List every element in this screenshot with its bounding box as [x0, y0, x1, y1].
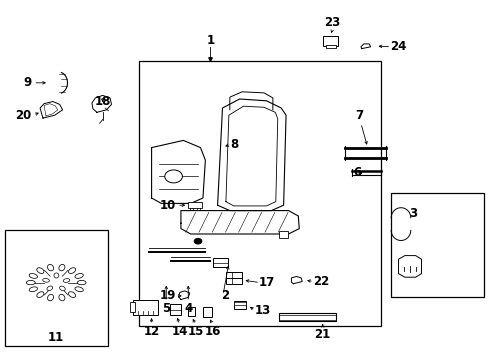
Bar: [133, 300, 158, 315]
Bar: [5, 230, 107, 346]
Text: 13: 13: [254, 304, 270, 317]
Ellipse shape: [29, 274, 38, 278]
Text: 11: 11: [48, 331, 64, 344]
Ellipse shape: [59, 294, 65, 301]
Ellipse shape: [68, 292, 76, 297]
Text: 21: 21: [314, 328, 330, 341]
Bar: [278, 313, 336, 321]
Ellipse shape: [47, 286, 53, 291]
Bar: [225, 272, 241, 278]
Text: 9: 9: [23, 76, 32, 89]
Circle shape: [194, 238, 202, 244]
Ellipse shape: [42, 278, 49, 282]
Text: 2: 2: [221, 289, 229, 302]
Text: 15: 15: [187, 325, 203, 338]
Ellipse shape: [75, 274, 83, 278]
Text: 5: 5: [162, 302, 170, 315]
Text: 8: 8: [229, 138, 238, 150]
Bar: [233, 302, 246, 305]
Ellipse shape: [68, 268, 76, 274]
Text: 19: 19: [160, 289, 176, 302]
Bar: [188, 307, 194, 316]
Text: 17: 17: [259, 276, 275, 289]
Ellipse shape: [47, 265, 54, 271]
Text: 24: 24: [389, 40, 406, 53]
Ellipse shape: [60, 286, 65, 291]
Ellipse shape: [47, 294, 54, 301]
Text: 23: 23: [324, 16, 340, 29]
Text: 20: 20: [16, 109, 32, 122]
Bar: [390, 193, 483, 297]
Text: 14: 14: [171, 325, 188, 338]
Ellipse shape: [77, 280, 86, 285]
Ellipse shape: [63, 279, 70, 282]
Text: 1: 1: [206, 34, 214, 47]
Text: 3: 3: [408, 207, 416, 220]
Bar: [225, 278, 241, 284]
Text: 16: 16: [204, 325, 221, 338]
Ellipse shape: [59, 265, 65, 271]
Bar: [188, 202, 202, 208]
Bar: [203, 307, 211, 317]
Ellipse shape: [37, 292, 44, 297]
Ellipse shape: [75, 287, 83, 292]
Bar: [325, 45, 336, 48]
Text: 10: 10: [160, 199, 176, 212]
Bar: [278, 231, 287, 238]
Text: 22: 22: [312, 275, 328, 288]
Bar: [139, 61, 381, 326]
Ellipse shape: [37, 268, 44, 274]
Bar: [212, 258, 228, 267]
Text: 6: 6: [352, 166, 360, 179]
Text: 4: 4: [184, 302, 192, 315]
Text: 12: 12: [143, 325, 160, 338]
Bar: [130, 302, 135, 312]
Text: 7: 7: [355, 109, 363, 122]
Bar: [170, 304, 181, 315]
Circle shape: [164, 170, 182, 183]
Bar: [233, 301, 246, 309]
Bar: [322, 36, 338, 46]
Ellipse shape: [54, 273, 59, 278]
Ellipse shape: [29, 287, 38, 292]
Text: 18: 18: [94, 95, 111, 108]
Ellipse shape: [26, 280, 35, 285]
